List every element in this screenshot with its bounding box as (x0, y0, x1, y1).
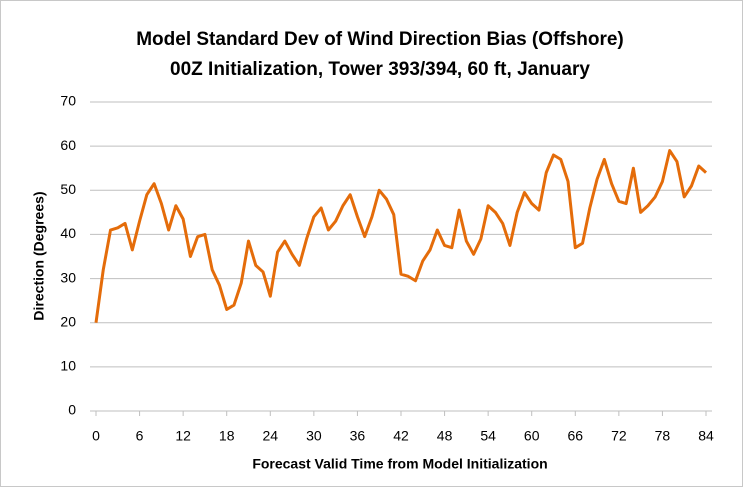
x-tick-label: 6 (136, 428, 144, 444)
x-tick-label: 60 (524, 428, 540, 444)
y-tick-label: 10 (60, 358, 76, 374)
x-tick-label: 18 (219, 428, 235, 444)
y-tick-label: 0 (68, 402, 76, 418)
data-line (94, 149, 708, 323)
x-tick-label: 42 (393, 428, 409, 444)
x-tick-label: 78 (655, 428, 671, 444)
chart-subtitle: 00Z Initialization, Tower 393/394, 60 ft… (170, 59, 590, 80)
x-tick-label: 30 (306, 428, 322, 444)
x-tick-label: 24 (262, 428, 278, 444)
x-tick-label: 48 (437, 428, 453, 444)
x-tick-label: 12 (175, 428, 191, 444)
y-tick-label: 30 (60, 269, 76, 285)
y-tick-label: 70 (60, 93, 76, 109)
y-tick-label: 20 (60, 313, 76, 329)
x-tick-label: 54 (480, 428, 496, 444)
x-tick-label: 66 (567, 428, 583, 444)
y-axis-label: Direction (Degrees) (31, 191, 47, 320)
x-axis-label: Forecast Valid Time from Model Initializ… (252, 456, 547, 472)
chart-title: Model Standard Dev of Wind Direction Bia… (136, 29, 624, 50)
x-tick-label: 0 (92, 428, 100, 444)
y-tick-label: 50 (60, 181, 76, 197)
y-tick-label: 60 (60, 137, 76, 153)
y-tick-label: 40 (60, 225, 76, 241)
x-tick-label: 36 (350, 428, 366, 444)
x-tick-label: 72 (611, 428, 627, 444)
x-tick-label: 84 (698, 428, 714, 444)
